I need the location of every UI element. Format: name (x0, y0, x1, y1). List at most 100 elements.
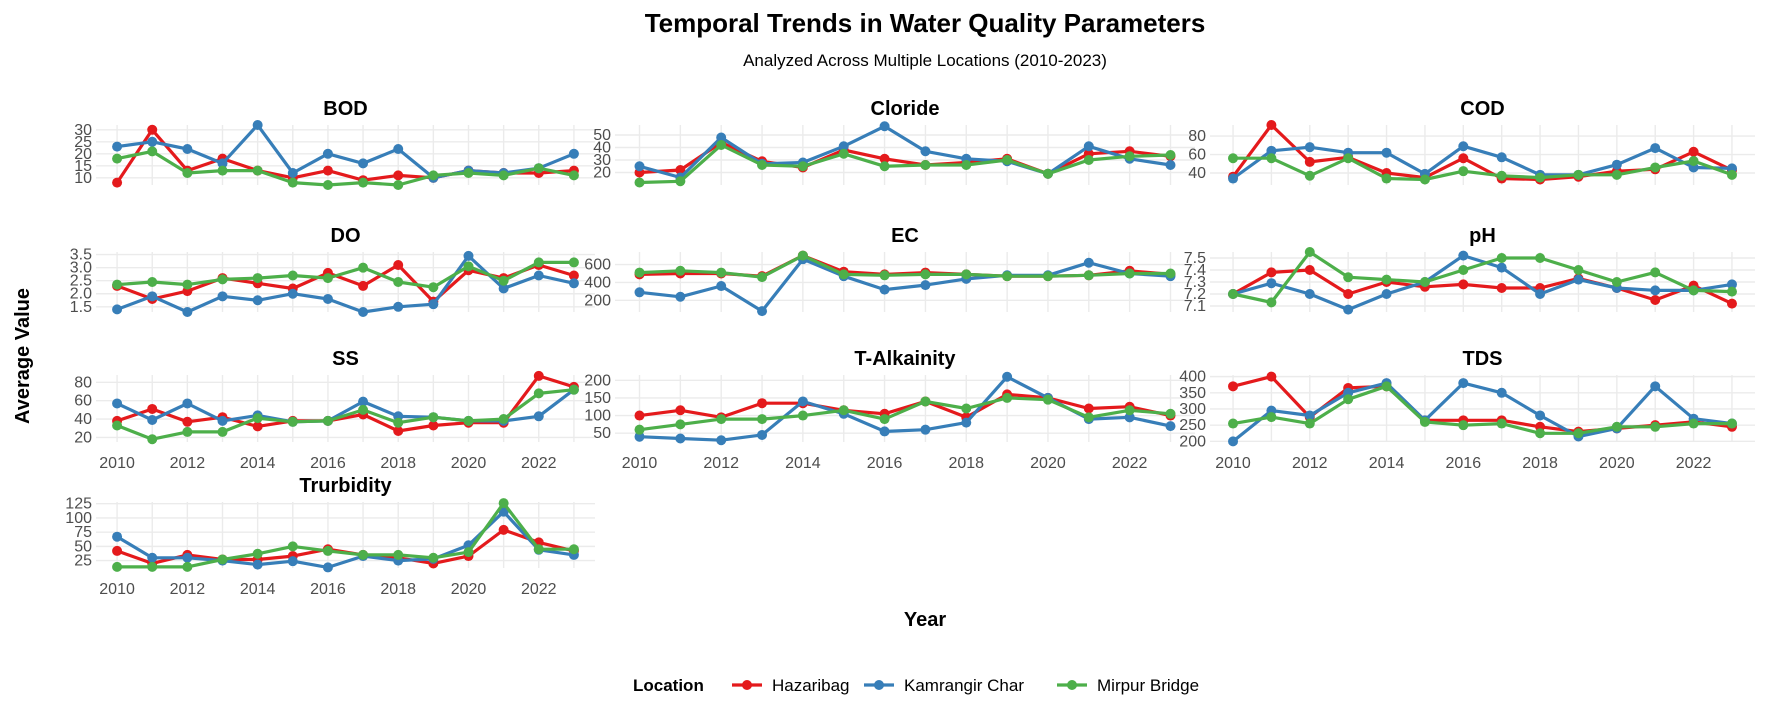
panel-do: DO 1.52.02.53.03.5 (70, 225, 595, 317)
data-point (358, 158, 369, 169)
x-tick-label: 2016 (867, 455, 903, 472)
data-point (1650, 295, 1661, 305)
data-point (182, 144, 193, 154)
data-point (879, 414, 890, 425)
legend-key-point (742, 680, 752, 690)
data-point (797, 410, 808, 421)
series-line-mirpur-bridge (639, 143, 1171, 185)
series-mirpur-bridge (112, 498, 579, 572)
series-line-hazaribag (639, 392, 1171, 419)
data-point (217, 554, 228, 565)
y-tick-label: 350 (1179, 385, 1206, 402)
data-point (217, 165, 228, 176)
data-point (568, 148, 579, 159)
data-point (961, 160, 972, 170)
series-line-hazaribag (1232, 268, 1733, 306)
y-axis-title: Average Value (12, 288, 34, 424)
data-point (147, 561, 158, 572)
data-point (1165, 421, 1176, 432)
series-line-mirpur-bridge (117, 501, 574, 569)
data-point (1381, 289, 1392, 299)
series-mirpur-bridge (634, 392, 1176, 435)
data-point (147, 124, 158, 135)
legend-entry-kamrangir-char: Kamrangir Char (864, 676, 1024, 695)
data-point (1083, 412, 1094, 423)
series-line-mirpur-bridge (116, 388, 575, 441)
data-point (1165, 150, 1176, 160)
series-mirpur-bridge (112, 257, 579, 293)
data-point (1535, 253, 1546, 263)
x-tick-label: 2022 (521, 581, 557, 598)
x-tick-label: 2010 (99, 581, 135, 598)
data-point (1726, 279, 1737, 290)
data-point (533, 370, 544, 381)
series-mirpur-bridge (1228, 247, 1737, 308)
data-point (393, 180, 404, 190)
y-tick-label: 80 (1188, 128, 1206, 145)
x-tick-label: 2012 (1292, 455, 1328, 472)
data-point (287, 556, 298, 567)
x-tick-label: 2014 (240, 455, 276, 472)
data-point (182, 279, 193, 290)
data-point (287, 177, 298, 188)
x-axis-title: Year (904, 609, 946, 631)
data-point (1165, 268, 1176, 279)
data-point (1458, 378, 1469, 389)
series-line-hazaribag (639, 140, 1171, 176)
data-point (498, 414, 509, 425)
data-point (1419, 416, 1430, 427)
series-line-mirpur-bridge (639, 396, 1171, 432)
data-point (252, 273, 263, 284)
data-point (1726, 286, 1737, 297)
data-point (634, 424, 645, 435)
data-point (1458, 420, 1469, 431)
data-point (1611, 159, 1622, 170)
data-point (1042, 394, 1053, 405)
data-point (393, 277, 404, 287)
data-point (838, 405, 849, 416)
data-point (1083, 141, 1094, 152)
data-point (634, 287, 645, 298)
data-point (1573, 265, 1584, 275)
data-point (147, 414, 158, 425)
data-point (1381, 147, 1392, 158)
data-point (1496, 170, 1507, 181)
data-point (287, 416, 298, 427)
data-point (1458, 250, 1469, 261)
data-point (675, 419, 686, 430)
x-tick-label: 2014 (1369, 455, 1405, 472)
data-point (393, 425, 404, 436)
data-point (322, 415, 333, 426)
data-point (463, 261, 474, 272)
y-tick-label: 80 (74, 374, 92, 391)
series-line-kamrangir-char (1231, 381, 1733, 443)
data-point (1535, 289, 1546, 299)
x-tick-label: 2022 (521, 455, 557, 472)
data-point (1419, 277, 1430, 287)
data-point (1496, 262, 1507, 273)
data-point (675, 165, 686, 175)
data-point (1124, 405, 1135, 416)
data-point (1124, 268, 1135, 279)
series-kamrangir-char (112, 250, 579, 317)
data-point (1304, 418, 1315, 429)
data-point (1083, 155, 1094, 165)
data-point (1650, 421, 1661, 432)
data-point (568, 278, 579, 289)
data-point (634, 161, 645, 172)
data-point (716, 267, 727, 278)
data-point (217, 274, 228, 285)
x-tick-label: 2010 (622, 455, 658, 472)
data-point (1083, 403, 1094, 414)
data-point (252, 120, 263, 130)
y-tick-label: 200 (584, 292, 611, 309)
data-point (533, 163, 544, 174)
series-hazaribag (112, 370, 579, 436)
legend-key-point (1067, 680, 1077, 690)
y-tick-label: 3.0 (70, 260, 92, 277)
data-point (1573, 428, 1584, 439)
y-tick-label: 300 (1179, 401, 1206, 418)
data-point (393, 417, 404, 428)
data-point (1002, 371, 1013, 382)
